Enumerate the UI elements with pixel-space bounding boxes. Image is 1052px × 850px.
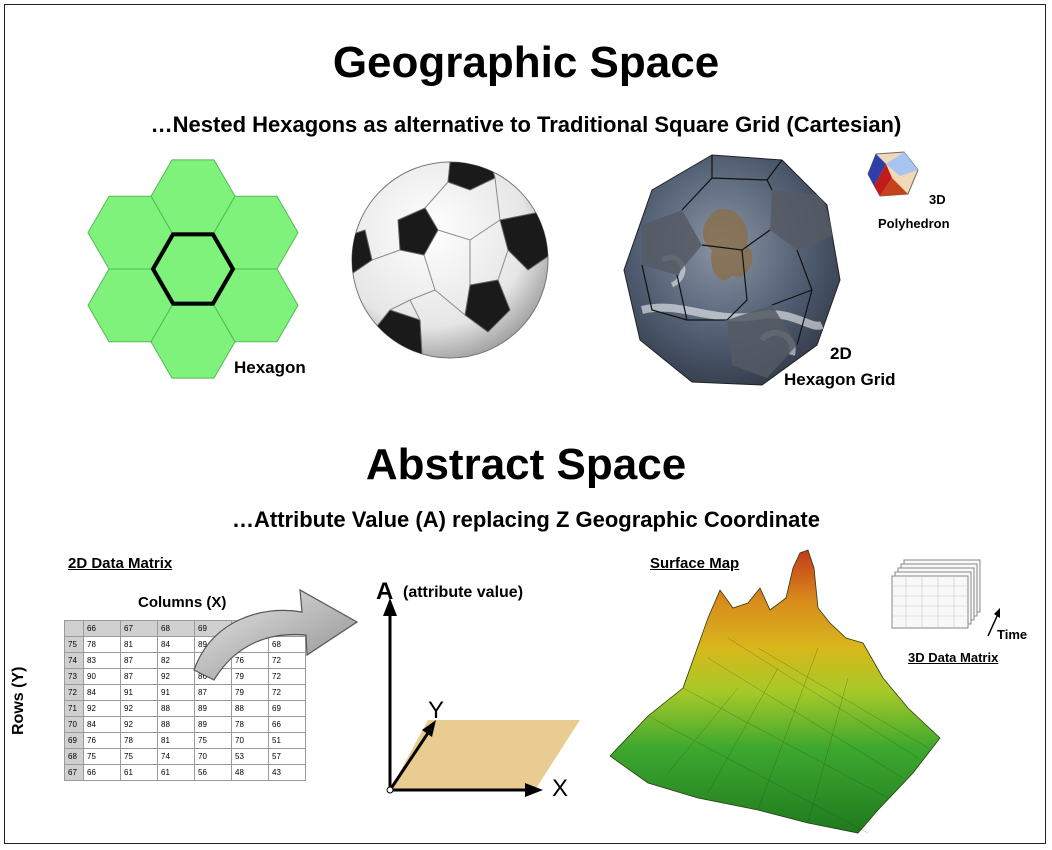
matrix-cell: 70 [194,748,232,765]
matrix-cell: 91 [120,684,158,701]
axis-x-label: X [552,775,569,802]
hexagon-label: Hexagon [234,358,306,377]
rows-label: Rows (Y) [10,666,27,735]
matrix-cell: 56 [194,764,232,781]
matrix-row: 69 76 78 81 75 70 51 [64,732,306,749]
matrix-cell: 81 [157,732,195,749]
matrix-cell: 53 [231,748,269,765]
surface-map-title: Surface Map [650,555,740,572]
abstract-space-subtitle: …Attribute Value (A) replacing Z Geograp… [232,507,820,532]
matrix-cell: 88 [231,700,269,717]
geographic-space-title: Geographic Space [332,38,720,87]
polyhedron-label: Polyhedron [878,216,950,231]
matrix-cell: 66 [268,716,306,733]
matrix-cell: 88 [157,716,195,733]
data-matrix-3d-label: 3D Data Matrix [908,650,999,665]
matrix-cell: 61 [157,764,195,781]
matrix-cell: 88 [157,700,195,717]
matrix-cell [64,620,84,637]
axes-diagram [383,598,580,797]
figure-frame [4,4,1046,844]
matrix-cell: 68 [64,748,84,765]
matrix-cell: 67 [64,764,84,781]
grid-label-2d: 2D [830,344,852,363]
data-matrix-table: 6667686975788184897368748387827672739087… [64,620,306,781]
matrix-cell: 75 [120,748,158,765]
matrix-row: 71 92 92 88 89 88 69 [64,700,306,717]
matrix-row: 68 75 75 74 70 53 57 [64,748,306,765]
abstract-space-title: Abstract Space [365,440,687,489]
matrix-cell: 92 [120,716,158,733]
matrix-cell: 61 [120,764,158,781]
matrix-cell: 78 [231,716,269,733]
matrix-cell: 78 [83,636,121,653]
curved-arrow-icon [193,588,359,681]
matrix-cell: 75 [64,636,84,653]
matrix-cell: 89 [194,700,232,717]
time-label: Time [997,627,1028,642]
matrix-cell: 84 [83,684,121,701]
matrix-cell: 74 [64,652,84,669]
matrix-cell: 92 [83,700,121,717]
matrix-cell: 87 [120,652,158,669]
matrix-cell: 70 [231,732,269,749]
columns-label: Columns (X) [138,594,227,611]
matrix-cell: 71 [64,700,84,717]
matrix-cell: 66 [83,764,121,781]
matrix-cell: 48 [231,764,269,781]
matrix-cell: 75 [83,748,121,765]
polyhedron-label-3d: 3D [929,192,946,207]
matrix-cell: 68 [157,620,195,637]
matrix-cell: 92 [120,700,158,717]
axis-y-label: Y [428,697,445,724]
matrix-cell: 43 [268,764,306,781]
geographic-space-subtitle: …Nested Hexagons as alternative to Tradi… [150,112,902,137]
matrix-cell: 51 [268,732,306,749]
matrix-cell: 66 [83,620,121,637]
axis-a-note: (attribute value) [403,584,524,601]
matrix-cell: 57 [268,748,306,765]
matrix-cell: 83 [83,652,121,669]
matrix-cell: 72 [64,684,84,701]
surface-map-image [609,549,941,834]
matrix-cell: 84 [83,716,121,733]
matrix-cell: 67 [120,620,158,637]
polyhedron-icon [867,151,919,197]
axis-a-label: A [376,578,394,605]
matrix-cell: 90 [83,668,121,685]
matrix-row: 70 84 92 88 89 78 66 [64,716,306,733]
matrix-cell: 89 [194,716,232,733]
matrix-cell: 76 [83,732,121,749]
grid-label-hexagon-grid: Hexagon Grid [784,370,896,389]
data-matrix-title: 2D Data Matrix [68,555,173,572]
data-matrix-3d-icon [891,559,1000,637]
matrix-row: 67 66 61 61 56 48 43 [64,764,306,781]
matrix-cell: 78 [120,732,158,749]
matrix-cell: 69 [268,700,306,717]
matrix-cell: 87 [120,668,158,685]
soccer-ball-image [351,161,549,359]
matrix-row: 72 84 91 91 87 79 72 [64,684,306,701]
matrix-cell: 75 [194,732,232,749]
earth-hexagon-grid-image [623,154,841,386]
matrix-cell: 74 [157,748,195,765]
matrix-cell: 81 [120,636,158,653]
matrix-cell: 70 [64,716,84,733]
matrix-cell: 69 [64,732,84,749]
matrix-cell: 73 [64,668,84,685]
